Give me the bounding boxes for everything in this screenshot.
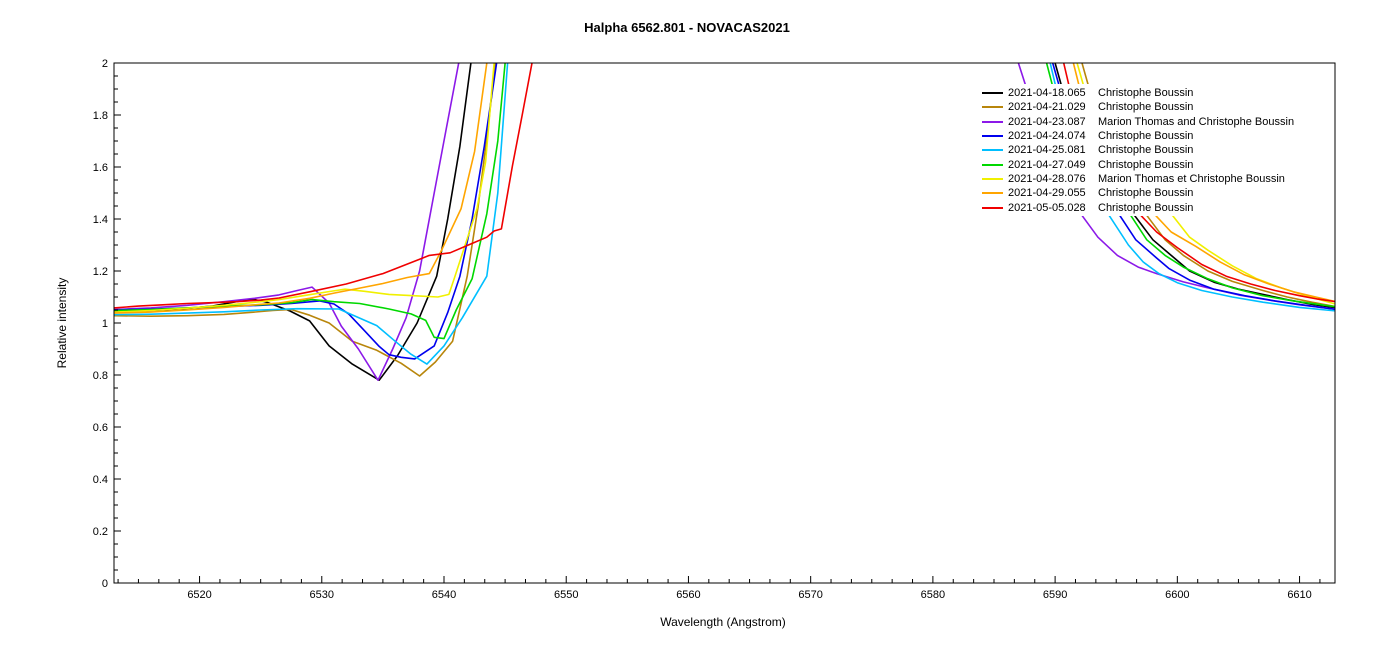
curve-2021-04-29.055 (114, 63, 1335, 314)
y-axis-tick-label: 0.4 (93, 474, 108, 486)
legend-observer: Christophe Boussin (1098, 187, 1194, 200)
legend-observer: Marion Thomas et Christophe Boussin (1098, 172, 1285, 185)
curve-2021-05-05.028 (114, 63, 1335, 309)
curve-2021-04-24.074 (114, 63, 1335, 360)
y-axis-tick-label: 0.8 (93, 370, 108, 382)
legend-swatch (982, 106, 1003, 109)
y-axis-tick-label: 0.2 (93, 526, 108, 538)
legend-row: 2021-04-28.076 Marion Thomas et Christoph… (974, 172, 1332, 186)
legend-date: 2021-04-23.087 (1008, 115, 1086, 128)
legend-observer: Christophe Boussin (1098, 101, 1194, 114)
legend-observer: Christophe Boussin (1098, 201, 1194, 214)
legend-swatch (982, 192, 1003, 195)
legend-swatch (982, 120, 1003, 123)
legend-date: 2021-05-05.028 (1008, 201, 1086, 214)
legend-swatch (982, 92, 1003, 95)
x-axis-tick-label: 6570 (798, 589, 822, 601)
curve-2021-04-28.076 (114, 63, 1335, 313)
x-axis-tick-label: 6520 (187, 589, 211, 601)
legend-row: 2021-04-24.074 Christophe Boussin (974, 129, 1332, 143)
legend-date: 2021-04-25.081 (1008, 144, 1086, 157)
legend-observer: Christophe Boussin (1098, 87, 1194, 100)
curve-2021-04-27.049 (114, 63, 1335, 340)
curve-2021-04-21.029 (114, 63, 1335, 377)
x-axis-label: Wavelength (Angstrom) (660, 615, 786, 629)
legend-swatch (982, 163, 1003, 166)
y-axis-tick-label: 1.6 (93, 162, 108, 174)
chart-title: Halpha 6562.801 - NOVACAS2021 (584, 20, 790, 35)
x-axis-tick-label: 6610 (1287, 589, 1311, 601)
legend-row: 2021-04-25.081 Christophe Boussin (974, 143, 1332, 157)
legend-date: 2021-04-27.049 (1008, 158, 1086, 171)
legend-swatch (982, 206, 1003, 209)
x-axis-tick-label: 6530 (310, 589, 334, 601)
curve-2021-04-25.081 (114, 63, 1335, 365)
legend-row: 2021-04-18.065 Christophe Boussin (974, 86, 1332, 100)
legend-observer: Marion Thomas and Christophe Boussin (1098, 115, 1295, 128)
legend-row: 2021-04-23.087 Marion Thomas and Christop… (974, 115, 1332, 129)
curve-2021-04-23.087 (114, 63, 1335, 382)
y-axis-label: Relative intensity (55, 277, 69, 369)
legend-swatch (982, 177, 1003, 180)
x-axis-tick-label: 6590 (1043, 589, 1067, 601)
x-axis-tick-label: 6560 (676, 589, 700, 601)
legend-observer: Christophe Boussin (1098, 144, 1194, 157)
y-axis-tick-label: 1.4 (93, 214, 108, 226)
legend-date: 2021-04-29.055 (1008, 187, 1086, 200)
x-axis-tick-label: 6580 (921, 589, 945, 601)
y-axis-tick-label: 0 (102, 578, 108, 590)
y-axis-tick-label: 1 (102, 318, 108, 330)
legend-row: 2021-05-05.028 Christophe Boussin (974, 200, 1332, 214)
legend-date: 2021-04-21.029 (1008, 101, 1086, 114)
legend-observer: Christophe Boussin (1098, 130, 1194, 143)
legend-observer: Christophe Boussin (1098, 158, 1194, 171)
y-axis-tick-label: 0.6 (93, 422, 108, 434)
legend-swatch (982, 135, 1003, 138)
x-axis-tick-label: 6540 (432, 589, 456, 601)
y-axis-tick-label: 1.8 (93, 110, 108, 122)
legend-date: 2021-04-28.076 (1008, 172, 1086, 185)
y-axis-tick-label: 2 (102, 58, 108, 70)
legend-date: 2021-04-18.065 (1008, 87, 1086, 100)
legend-row: 2021-04-29.055 Christophe Boussin (974, 186, 1332, 200)
legend-row: 2021-04-27.049 Christophe Boussin (974, 157, 1332, 171)
legend-row: 2021-04-21.029 Christophe Boussin (974, 100, 1332, 114)
x-axis-tick-label: 6600 (1165, 589, 1189, 601)
legend-date: 2021-04-24.074 (1008, 130, 1086, 143)
legend-swatch (982, 149, 1003, 152)
legend-box: 2021-04-18.065 Christophe Boussin 2021-04-… (974, 84, 1332, 216)
y-axis-tick-label: 1.2 (93, 266, 108, 278)
x-axis-tick-label: 6550 (554, 589, 578, 601)
